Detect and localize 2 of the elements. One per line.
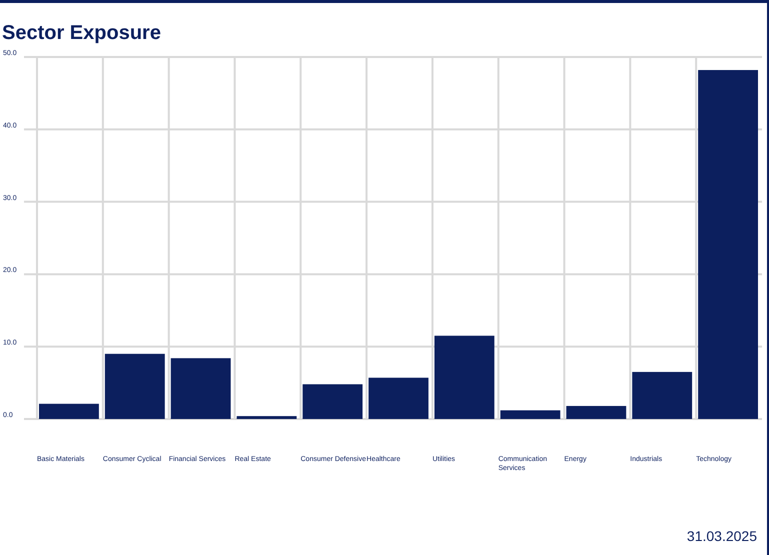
text: 31.03.2025 (686, 528, 758, 544)
chart-title: Sector Exposure (2, 22, 161, 44)
